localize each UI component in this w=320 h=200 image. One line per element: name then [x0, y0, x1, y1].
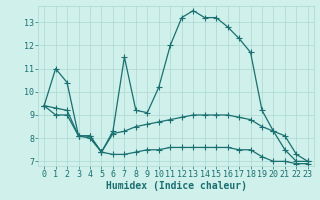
X-axis label: Humidex (Indice chaleur): Humidex (Indice chaleur) [106, 181, 246, 191]
